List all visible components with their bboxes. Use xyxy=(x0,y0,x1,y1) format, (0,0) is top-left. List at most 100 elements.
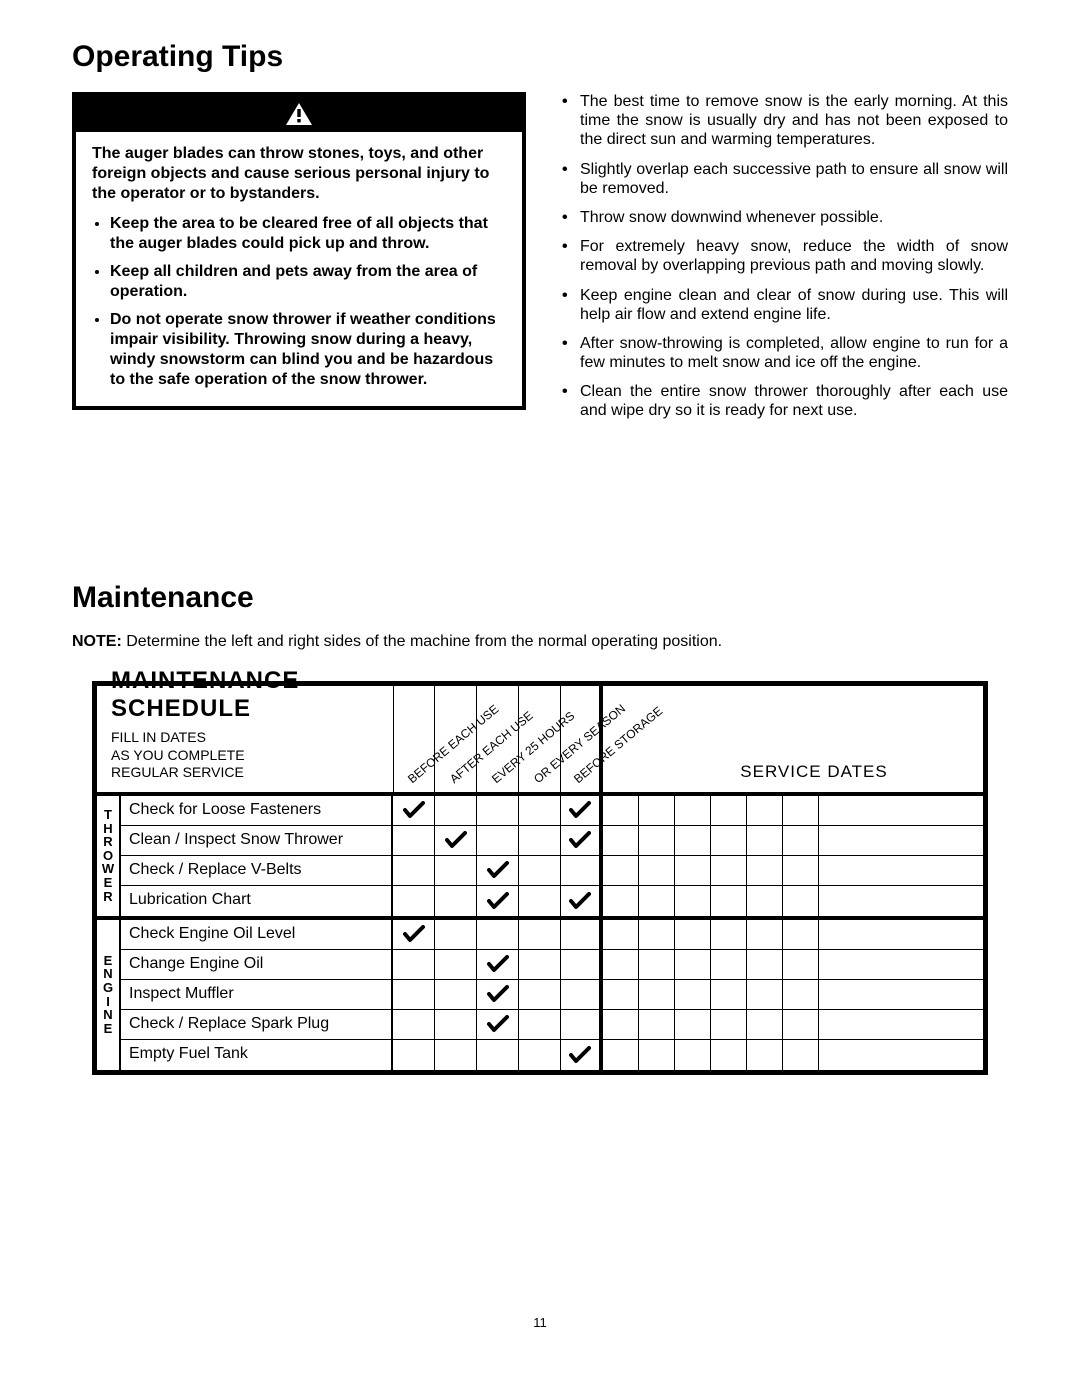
schedule-row: Lubrication Chart xyxy=(121,886,983,916)
check-cell xyxy=(561,856,603,885)
service-date-cell xyxy=(747,886,783,916)
service-date-cell xyxy=(639,980,675,1009)
schedule-row: Inspect Muffler xyxy=(121,980,983,1010)
service-date-cell xyxy=(639,1040,675,1070)
check-cell xyxy=(561,826,603,855)
service-date-cell xyxy=(639,826,675,855)
schedule-row: Check / Replace Spark Plug xyxy=(121,1010,983,1040)
service-date-cell xyxy=(819,826,855,855)
schedule-title: MAINTENANCE SCHEDULE xyxy=(111,667,383,723)
service-date-cell xyxy=(819,1010,855,1039)
service-date-cell xyxy=(819,1040,855,1070)
service-date-cell xyxy=(675,856,711,885)
schedule-sub-line: AS YOU COMPLETE xyxy=(111,747,245,763)
service-date-cell xyxy=(783,886,819,916)
tip-item: The best time to remove snow is the earl… xyxy=(554,92,1008,150)
check-cell xyxy=(519,796,561,825)
check-cell xyxy=(477,796,519,825)
schedule-row: Check for Loose Fasteners xyxy=(121,796,983,826)
service-date-cell xyxy=(747,920,783,949)
service-date-cell xyxy=(639,1010,675,1039)
service-date-cell xyxy=(639,886,675,916)
check-cell xyxy=(477,856,519,885)
group-vertical-label: ENGINE xyxy=(97,920,121,1070)
check-cell xyxy=(519,950,561,979)
service-date-cell xyxy=(747,1040,783,1070)
tip-item: Clean the entire snow thrower thoroughly… xyxy=(554,382,1008,420)
check-cell xyxy=(519,856,561,885)
schedule-sub-line: FILL IN DATES xyxy=(111,729,206,745)
service-date-cell xyxy=(639,796,675,825)
schedule-row: Empty Fuel Tank xyxy=(121,1040,983,1070)
service-date-cell xyxy=(747,980,783,1009)
column-left: The auger blades can throw stones, toys,… xyxy=(72,92,526,410)
service-date-cell xyxy=(819,796,855,825)
service-date-cell xyxy=(639,950,675,979)
service-date-cell xyxy=(711,856,747,885)
service-date-cell xyxy=(819,950,855,979)
maintenance-note: NOTE: Determine the left and right sides… xyxy=(72,633,1008,651)
service-date-cell xyxy=(747,1010,783,1039)
warning-bullet: Do not operate snow thrower if weather c… xyxy=(110,310,506,390)
service-date-cell xyxy=(639,920,675,949)
check-cell xyxy=(561,886,603,916)
check-cell xyxy=(519,1040,561,1070)
service-date-cell xyxy=(747,950,783,979)
warning-bullets: Keep the area to be cleared free of all … xyxy=(92,214,506,390)
schedule-groups: THROWERCheck for Loose FastenersClean / … xyxy=(97,796,983,1070)
service-date-cell xyxy=(783,796,819,825)
service-date-cell xyxy=(711,950,747,979)
warning-body: The auger blades can throw stones, toys,… xyxy=(76,132,522,406)
service-date-cell xyxy=(711,1040,747,1070)
tip-item: Keep engine clean and clear of snow duri… xyxy=(554,286,1008,324)
check-cell xyxy=(393,796,435,825)
operating-tips-heading: Operating Tips xyxy=(72,40,1008,74)
check-cell xyxy=(519,1010,561,1039)
service-date-cell xyxy=(675,920,711,949)
service-date-cell xyxy=(675,826,711,855)
service-date-cell xyxy=(819,886,855,916)
schedule-row: Check / Replace V-Belts xyxy=(121,856,983,886)
tip-item: Slightly overlap each successive path to… xyxy=(554,160,1008,198)
check-cell xyxy=(519,826,561,855)
check-cell xyxy=(477,950,519,979)
schedule-row: Clean / Inspect Snow Thrower xyxy=(121,826,983,856)
check-cell xyxy=(519,886,561,916)
service-date-cell xyxy=(783,920,819,949)
check-cell xyxy=(393,1010,435,1039)
service-date-cell xyxy=(603,1040,639,1070)
check-cell xyxy=(393,950,435,979)
tips-list: The best time to remove snow is the earl… xyxy=(554,92,1008,421)
check-cell xyxy=(435,826,477,855)
tip-item: For extremely heavy snow, reduce the wid… xyxy=(554,237,1008,275)
note-label: NOTE: xyxy=(72,633,122,650)
task-name: Check / Replace Spark Plug xyxy=(121,1010,393,1039)
service-date-cell xyxy=(603,980,639,1009)
check-cell xyxy=(435,950,477,979)
service-date-cell xyxy=(711,1010,747,1039)
check-cell xyxy=(477,826,519,855)
check-cell xyxy=(435,980,477,1009)
check-cell xyxy=(393,826,435,855)
service-date-cell xyxy=(783,856,819,885)
check-cell xyxy=(477,980,519,1009)
check-cell xyxy=(477,920,519,949)
schedule-diagonal-headers: BEFORE EACH USE AFTER EACH USE EVERY 25 … xyxy=(393,682,645,792)
schedule-group: THROWERCheck for Loose FastenersClean / … xyxy=(97,796,983,920)
service-date-cell xyxy=(711,796,747,825)
schedule-sub-line: REGULAR SERVICE xyxy=(111,764,244,780)
check-cell xyxy=(393,1040,435,1070)
task-name: Inspect Muffler xyxy=(121,980,393,1009)
check-cell xyxy=(477,1040,519,1070)
service-date-cell xyxy=(603,886,639,916)
check-cell xyxy=(435,1040,477,1070)
service-date-cell xyxy=(783,826,819,855)
service-date-cell xyxy=(603,856,639,885)
service-date-cell xyxy=(747,856,783,885)
check-cell xyxy=(561,950,603,979)
service-date-cell xyxy=(711,886,747,916)
check-cell xyxy=(393,886,435,916)
warning-intro: The auger blades can throw stones, toys,… xyxy=(92,144,506,204)
check-cell xyxy=(519,980,561,1009)
service-date-cell xyxy=(747,826,783,855)
